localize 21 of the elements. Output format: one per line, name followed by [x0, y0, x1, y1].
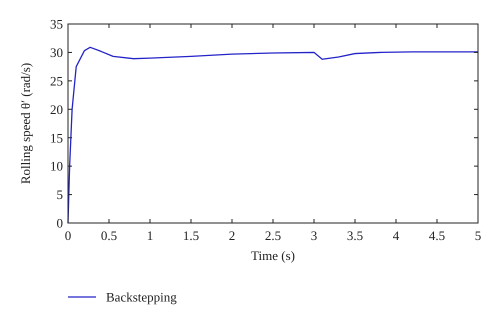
x-tick-label: 2.5: [264, 228, 282, 243]
y-tick-label: 10: [50, 158, 63, 174]
x-axis-title: Time (s): [251, 248, 295, 263]
x-tick-label: 2: [228, 228, 236, 243]
x-tick-label: 4.5: [428, 228, 446, 243]
x-tick-label: 0.5: [100, 228, 118, 243]
y-tick-label: 0: [56, 216, 63, 231]
y-tick-label: 30: [50, 44, 63, 60]
x-tick-label: 1.5: [182, 228, 200, 243]
y-tick-label: 35: [50, 16, 63, 32]
x-tick-label: 3: [310, 228, 318, 243]
y-tick-label: 15: [50, 130, 63, 146]
x-tick-label: 5: [474, 228, 482, 243]
y-tick-label: 5: [56, 187, 63, 202]
x-tick-label: 3.5: [346, 228, 364, 243]
x-tick-label: 4: [392, 228, 400, 243]
x-tick-label: 1: [146, 228, 154, 243]
legend-label: Backstepping: [106, 290, 178, 305]
y-tick-label: 25: [50, 73, 63, 88]
y-tick-label: 20: [50, 102, 63, 117]
y-axis-title: Rolling speed θ′ (rad/s): [18, 62, 33, 184]
